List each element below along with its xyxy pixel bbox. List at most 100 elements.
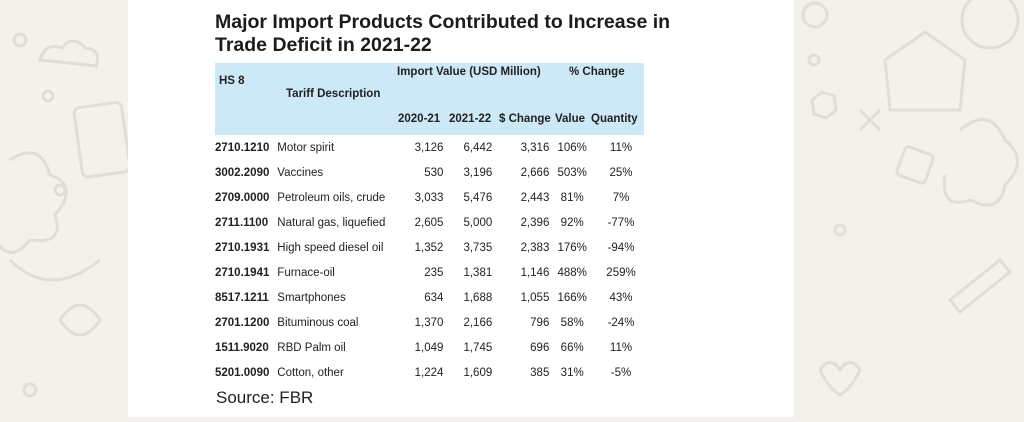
- pct-change-value: 92%: [560, 216, 584, 229]
- source-note: Source: FBR: [216, 388, 314, 407]
- ball-doodle: [960, 0, 1020, 50]
- value-2021-22: 5,000: [463, 216, 493, 229]
- table-row: 2709.0000 Petroleum oils, crude 3,033 5,…: [215, 185, 647, 210]
- hs8-code: 2710.1941: [215, 266, 270, 279]
- cross-doodle: [858, 108, 882, 132]
- header-hs8: HS 8: [219, 75, 245, 87]
- tariff-description: Natural gas, liquefied: [277, 216, 386, 229]
- hs8-code: 2709.0000: [215, 191, 270, 204]
- pct-change-quantity: -94%: [607, 241, 635, 254]
- pct-change-value: 503%: [557, 166, 587, 179]
- tariff-description: Furnace-oil: [277, 266, 335, 279]
- pct-change-quantity: 7%: [612, 191, 630, 204]
- dot-doodle: [53, 183, 67, 197]
- tariff-description: Smartphones: [277, 291, 346, 304]
- dot-doodle: [22, 382, 38, 398]
- table-row: 8517.1211 Smartphones 634 1,688 1,055 16…: [215, 285, 647, 310]
- tariff-description: High speed diesel oil: [277, 241, 384, 254]
- tariff-description: Vaccines: [277, 166, 324, 179]
- watermelon-doodle: [8, 258, 101, 282]
- table-row: 2711.1100 Natural gas, liquefied 2,605 5…: [215, 210, 647, 235]
- header-dollar-change: $ Change: [499, 113, 551, 125]
- calendar-doodle: [72, 100, 132, 179]
- house-doodle: [883, 30, 967, 112]
- value-2020-21: 1,370: [414, 316, 444, 329]
- pct-change-quantity: 25%: [609, 166, 633, 179]
- bag-doodle: [895, 145, 935, 185]
- dollar-change: 1,055: [520, 291, 550, 304]
- cloud-doodle: [38, 39, 100, 68]
- dollar-change: 385: [530, 366, 550, 379]
- dollar-change: 3,316: [520, 141, 550, 154]
- pencil-doodle: [947, 257, 1013, 315]
- pct-change-value: 176%: [557, 241, 587, 254]
- dollar-change: 2,383: [520, 241, 550, 254]
- hs8-code: 2701.1200: [215, 316, 270, 329]
- flower-doodle: [0, 151, 68, 254]
- value-2020-21: 235: [424, 266, 444, 279]
- pct-change-value: 166%: [557, 291, 587, 304]
- pct-change-quantity: -77%: [607, 216, 635, 229]
- hs8-code: 3002.2090: [215, 166, 270, 179]
- table-row: 2710.1931 High speed diesel oil 1,352 3,…: [215, 235, 647, 260]
- value-2021-22: 3,735: [463, 241, 493, 254]
- header-value: Value: [555, 113, 586, 125]
- value-2020-21: 2,605: [414, 216, 444, 229]
- dot-doodle: [801, 1, 829, 29]
- header-pct-change-group: % Change: [569, 66, 625, 78]
- header-import-value-group: Import Value (USD Million): [397, 66, 541, 78]
- header-tariff-description: Tariff Description: [286, 88, 381, 100]
- header-quantity: Quantity: [591, 113, 638, 125]
- pct-change-quantity: 259%: [606, 266, 636, 279]
- import-table: 2710.1210 Motor spirit 3,126 6,442 3,316…: [215, 135, 647, 385]
- heart-doodle: [818, 361, 862, 397]
- value-2020-21: 1,049: [414, 341, 444, 354]
- tariff-description: RBD Palm oil: [277, 341, 346, 354]
- dollar-change: 2,396: [520, 216, 550, 229]
- hexagon-doodle: [810, 90, 838, 120]
- header-2021-22: 2021-22: [449, 113, 492, 125]
- value-2021-22: 3,196: [463, 166, 493, 179]
- dot-doodle: [833, 223, 847, 237]
- value-2021-22: 2,166: [463, 316, 493, 329]
- pct-change-value: 106%: [557, 141, 587, 154]
- table-row: 2710.1941 Furnace-oil 235 1,381 1,146 48…: [215, 260, 647, 285]
- hs8-code: 2711.1100: [215, 216, 269, 229]
- dot-doodle: [807, 53, 821, 67]
- table-row: 5201.0090 Cotton, other 1,224 1,609 385 …: [215, 360, 647, 385]
- table-title: Major Import Products Contributed to Inc…: [215, 11, 671, 56]
- hs8-code: 1511.9020: [215, 341, 269, 354]
- value-2020-21: 1,224: [414, 366, 444, 379]
- pct-change-quantity: 43%: [609, 291, 633, 304]
- value-2020-21: 1,352: [414, 241, 444, 254]
- pct-change-value: 488%: [557, 266, 587, 279]
- value-2021-22: 6,442: [463, 141, 493, 154]
- dot-doodle: [12, 32, 28, 48]
- hs8-code: 5201.0090: [215, 366, 270, 379]
- pct-change-quantity: 11%: [609, 141, 633, 154]
- pct-change-quantity: -24%: [607, 316, 635, 329]
- table-row: 2701.1200 Bituminous coal 1,370 2,166 79…: [215, 310, 647, 335]
- pct-change-value: 58%: [560, 316, 584, 329]
- dollar-change: 796: [530, 316, 550, 329]
- tariff-description: Bituminous coal: [277, 316, 359, 329]
- pct-change-value: 81%: [560, 191, 584, 204]
- value-2021-22: 1,381: [463, 266, 493, 279]
- leaf-doodle: [58, 303, 102, 337]
- tariff-description: Cotton, other: [277, 366, 344, 379]
- pct-change-quantity: 11%: [609, 341, 633, 354]
- pct-change-value: 66%: [560, 341, 584, 354]
- hs8-code: 8517.1211: [215, 291, 269, 304]
- value-2020-21: 3,126: [414, 141, 444, 154]
- dollar-change: 2,666: [520, 166, 550, 179]
- value-2021-22: 1,609: [463, 366, 493, 379]
- value-2021-22: 5,476: [463, 191, 493, 204]
- value-2021-22: 1,688: [463, 291, 493, 304]
- value-2021-22: 1,745: [463, 341, 493, 354]
- tariff-description: Motor spirit: [277, 141, 335, 154]
- table-row: 2710.1210 Motor spirit 3,126 6,442 3,316…: [215, 135, 647, 160]
- hs8-code: 2710.1210: [215, 141, 270, 154]
- hs8-code: 2710.1931: [215, 241, 270, 254]
- value-2020-21: 634: [424, 291, 444, 304]
